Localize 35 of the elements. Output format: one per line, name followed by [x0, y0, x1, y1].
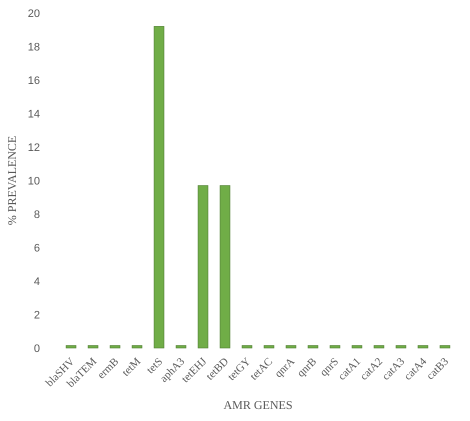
bar	[286, 345, 296, 348]
bar	[110, 345, 120, 348]
bar	[374, 345, 384, 348]
bar	[418, 345, 428, 348]
x-tick-label: tetS	[144, 356, 166, 376]
x-tick-label: qnrB	[295, 356, 320, 380]
y-tick-label: 0	[34, 342, 40, 355]
bar	[198, 185, 208, 348]
y-tick-label: 20	[28, 8, 40, 20]
bar	[220, 185, 230, 348]
y-tick-label: 6	[34, 242, 40, 254]
y-tick-label: 14	[28, 108, 40, 120]
bar	[66, 345, 76, 348]
y-axis-title: % PREVALENCE	[5, 136, 19, 226]
y-tick-label: 4	[34, 276, 40, 288]
x-axis-title: AMR GENES	[223, 398, 293, 412]
bar	[242, 345, 252, 348]
bar	[308, 345, 318, 348]
x-tick-label: qnrA	[272, 356, 298, 380]
bar	[396, 345, 406, 348]
bar	[264, 345, 274, 348]
bar	[132, 345, 142, 348]
bar	[176, 345, 186, 348]
y-tick-label: 8	[34, 208, 40, 221]
x-tick-label: qnrS	[318, 356, 342, 379]
bar	[352, 345, 362, 348]
bar	[88, 345, 98, 348]
y-tick-label: 12	[28, 142, 40, 154]
y-tick-label: 2	[34, 309, 40, 322]
y-tick-label: 18	[28, 41, 40, 54]
bar	[330, 345, 340, 348]
y-tick-label: 16	[28, 74, 40, 87]
y-tick-label: 10	[28, 175, 40, 188]
bar	[154, 26, 164, 348]
bar	[440, 345, 450, 348]
